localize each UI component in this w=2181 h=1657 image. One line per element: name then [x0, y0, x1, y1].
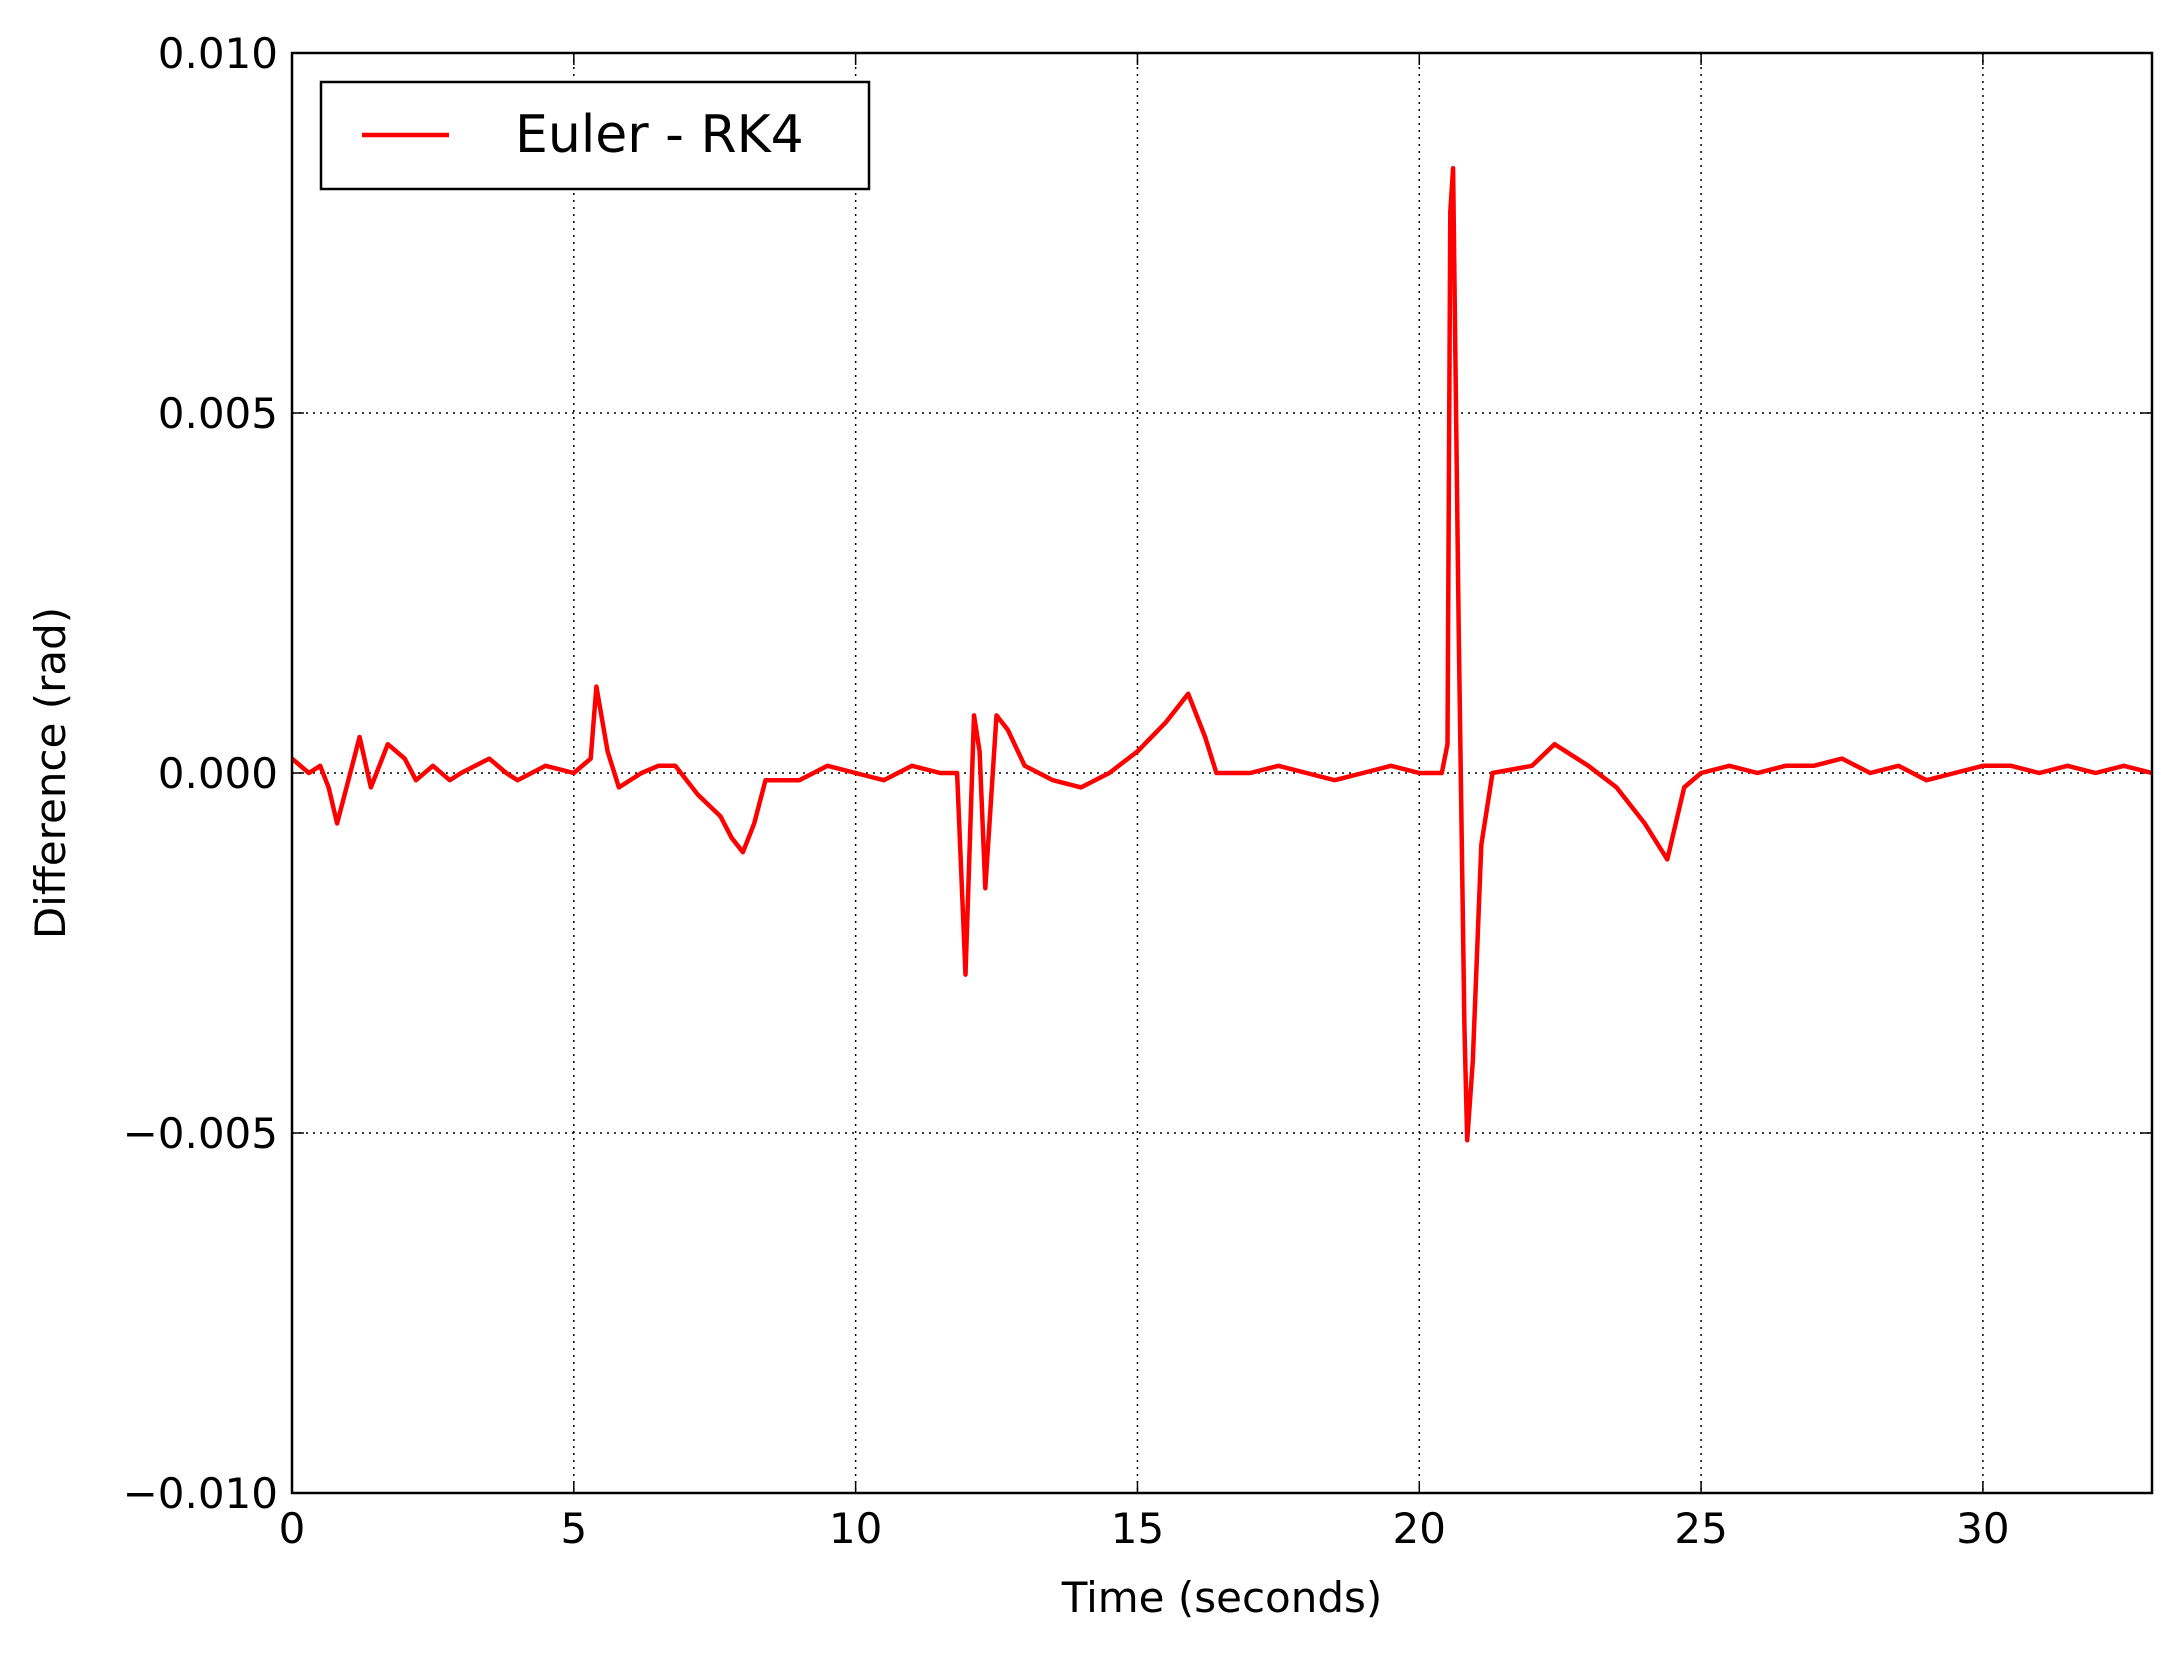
x-tick-label: 10: [829, 1504, 882, 1553]
y-tick-label: −0.010: [123, 1469, 278, 1518]
data-line: [290, 165, 2153, 1143]
x-tick-label: 30: [1956, 1504, 2009, 1553]
x-tick-label: 0: [279, 1504, 306, 1553]
x-tick-label: 25: [1674, 1504, 1727, 1553]
y-tick-label: 0.005: [158, 389, 278, 438]
y-axis-label: Difference (rad): [26, 607, 75, 939]
x-tick-label: 15: [1111, 1504, 1164, 1553]
y-tick-label: −0.005: [123, 1109, 278, 1158]
legend-label: Euler - RK4: [515, 105, 804, 165]
x-tick-label: 5: [560, 1504, 587, 1553]
x-tick-label: 20: [1393, 1504, 1446, 1553]
y-tick-label: 0.010: [158, 29, 278, 78]
y-tick-label: 0.000: [158, 749, 278, 798]
plot-frame: [290, 51, 2154, 1495]
x-axis-label: Time (seconds): [1061, 1573, 1383, 1622]
